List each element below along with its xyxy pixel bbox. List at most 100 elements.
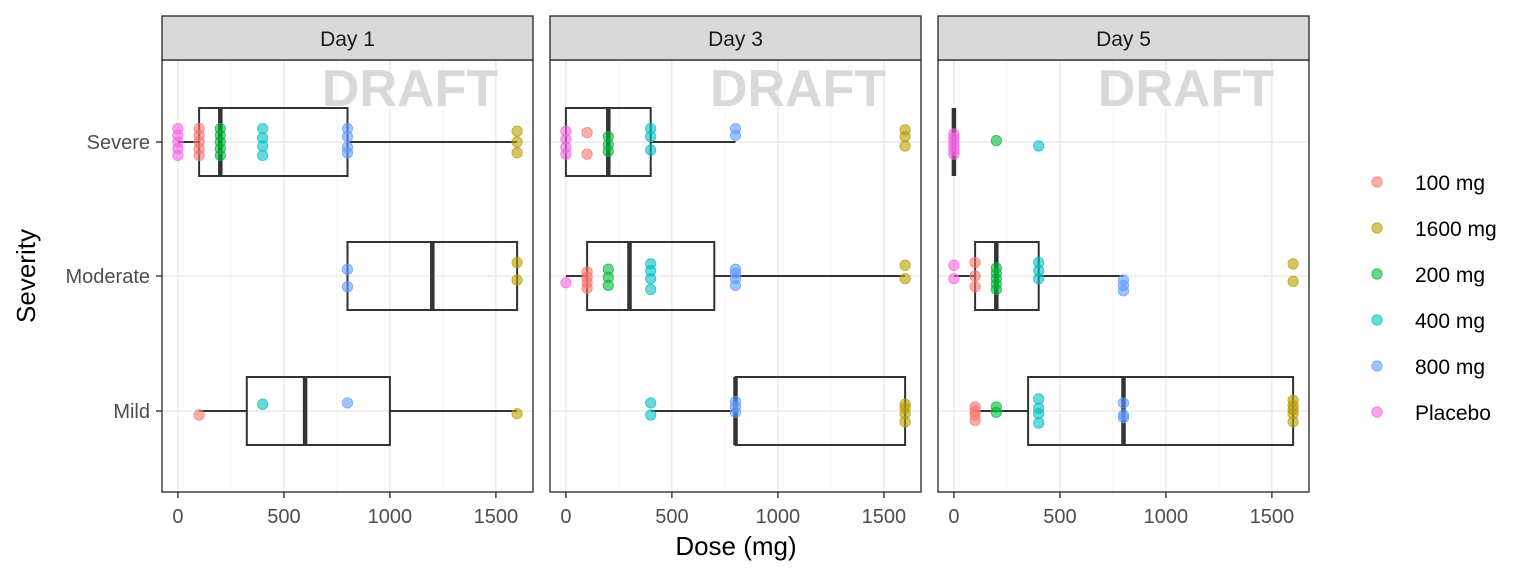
data-point-200-mg bbox=[990, 406, 1002, 418]
data-point-placebo bbox=[948, 259, 960, 271]
y-tick-label: Mild bbox=[113, 401, 150, 423]
legend-item-100-mg: 100 mg bbox=[1371, 172, 1485, 195]
data-point-400-mg bbox=[645, 409, 657, 421]
legend-key bbox=[1371, 176, 1383, 188]
y-tick-label: Moderate bbox=[66, 266, 151, 288]
data-point-1600-mg bbox=[511, 408, 523, 420]
legend-item-400-mg: 400 mg bbox=[1371, 310, 1485, 333]
data-point-placebo bbox=[560, 277, 572, 289]
data-point-100-mg bbox=[969, 281, 981, 293]
legend-label: 400 mg bbox=[1415, 310, 1485, 333]
data-point-400-mg bbox=[645, 283, 657, 296]
x-tick-label: 500 bbox=[267, 506, 300, 528]
data-point-800-mg bbox=[729, 279, 742, 292]
y-tick-label: Severe bbox=[87, 132, 150, 154]
data-point-800-mg bbox=[341, 147, 354, 159]
data-point-800-mg bbox=[1117, 412, 1130, 424]
data-point-placebo bbox=[948, 148, 960, 160]
legend-key bbox=[1371, 406, 1383, 418]
watermark-text: DRAFT bbox=[710, 60, 886, 118]
x-tick-label: 1000 bbox=[368, 506, 413, 528]
data-point-1600-mg bbox=[899, 416, 911, 428]
watermark-text: DRAFT bbox=[322, 60, 498, 118]
legend: 100 mg 1600 mg 200 mg 400 mg 800 mg Placebo bbox=[1371, 172, 1497, 425]
data-point-400-mg bbox=[1033, 417, 1045, 429]
data-point-1600-mg bbox=[899, 131, 911, 143]
facet-panels: DRAFT Day 1 0 500 1000 1500 Mild Moderate Severe… bbox=[66, 15, 1310, 528]
legend-key bbox=[1371, 222, 1383, 234]
x-tick-label: 500 bbox=[655, 506, 688, 528]
data-point-100-mg bbox=[581, 126, 593, 139]
data-point-400-mg bbox=[645, 144, 657, 156]
data-point-placebo bbox=[948, 273, 960, 285]
data-point-200-mg bbox=[602, 279, 614, 292]
data-point-400-mg bbox=[257, 122, 269, 135]
watermark-text: DRAFT bbox=[1098, 60, 1274, 118]
data-point-800-mg bbox=[341, 281, 354, 293]
data-point-400-mg bbox=[645, 397, 657, 409]
x-tick-label: 0 bbox=[560, 506, 571, 528]
legend-item-placebo: Placebo bbox=[1371, 402, 1491, 425]
data-point-200-mg bbox=[990, 135, 1002, 147]
data-point-200-mg bbox=[602, 145, 614, 158]
facet-strip-label: Day 1 bbox=[320, 28, 375, 51]
data-point-1600-mg bbox=[899, 259, 911, 271]
legend-label: 800 mg bbox=[1415, 356, 1485, 379]
legend-key bbox=[1371, 360, 1383, 372]
y-axis-title: Severity bbox=[11, 229, 41, 323]
x-tick-label: 500 bbox=[1043, 506, 1076, 528]
data-point-400-mg bbox=[257, 149, 269, 162]
facet-strip bbox=[161, 15, 534, 61]
data-point-800-mg bbox=[1117, 285, 1130, 297]
data-point-100-mg bbox=[193, 149, 205, 162]
data-point-800-mg bbox=[341, 397, 354, 409]
data-point-placebo bbox=[560, 148, 572, 160]
legend-key bbox=[1371, 314, 1383, 326]
legend-label: 100 mg bbox=[1415, 172, 1485, 195]
x-tick-label: 1000 bbox=[756, 506, 801, 528]
data-point-1600-mg bbox=[511, 274, 523, 286]
panel-day-1: DRAFT Day 1 0 500 1000 1500 Mild Moderate Severe bbox=[66, 15, 534, 528]
data-point-1600-mg bbox=[1287, 275, 1299, 287]
data-point-800-mg bbox=[1117, 397, 1130, 409]
facet-strip-label: Day 5 bbox=[1096, 28, 1151, 51]
x-tick-label: 1500 bbox=[862, 506, 907, 528]
data-point-1600-mg bbox=[511, 136, 523, 148]
facet-strip bbox=[549, 15, 922, 61]
data-point-400-mg bbox=[645, 131, 657, 143]
legend-label: 1600 mg bbox=[1415, 218, 1497, 241]
data-point-100-mg bbox=[581, 282, 593, 294]
x-tick-label: 1500 bbox=[1250, 506, 1295, 528]
data-point-1600-mg bbox=[511, 256, 523, 269]
data-point-400-mg bbox=[257, 140, 269, 152]
x-tick-label: 1500 bbox=[474, 506, 519, 528]
data-point-200-mg bbox=[214, 149, 226, 162]
data-point-1600-mg bbox=[1287, 258, 1299, 270]
data-point-100-mg bbox=[193, 409, 205, 421]
data-point-400-mg bbox=[645, 273, 657, 285]
data-point-400-mg bbox=[257, 398, 269, 410]
x-axis-title: Dose (mg) bbox=[675, 531, 796, 561]
facet-strip-label: Day 3 bbox=[708, 28, 763, 51]
data-point-400-mg bbox=[1033, 408, 1045, 420]
data-point-800-mg bbox=[729, 129, 742, 141]
legend-item-800-mg: 800 mg bbox=[1371, 356, 1485, 379]
data-point-800-mg bbox=[729, 406, 742, 418]
data-point-1600-mg bbox=[511, 125, 523, 137]
legend-label: Placebo bbox=[1415, 402, 1491, 425]
panel-day-3: DRAFT Day 3 0 500 1000 1500 bbox=[549, 15, 922, 528]
data-point-100-mg bbox=[581, 148, 593, 160]
x-tick-label: 1000 bbox=[1144, 506, 1189, 528]
box-iqr bbox=[245, 376, 391, 446]
legend-label: 200 mg bbox=[1415, 264, 1485, 287]
data-point-1600-mg bbox=[511, 147, 523, 159]
legend-item-1600-mg: 1600 mg bbox=[1371, 218, 1497, 241]
data-point-placebo bbox=[172, 149, 184, 162]
data-point-100-mg bbox=[969, 256, 981, 269]
x-tick-label: 0 bbox=[948, 506, 959, 528]
data-point-1600-mg bbox=[1287, 416, 1299, 428]
boxplot-mild bbox=[199, 376, 518, 446]
legend-key bbox=[1371, 268, 1383, 280]
data-point-200-mg bbox=[990, 283, 1002, 296]
